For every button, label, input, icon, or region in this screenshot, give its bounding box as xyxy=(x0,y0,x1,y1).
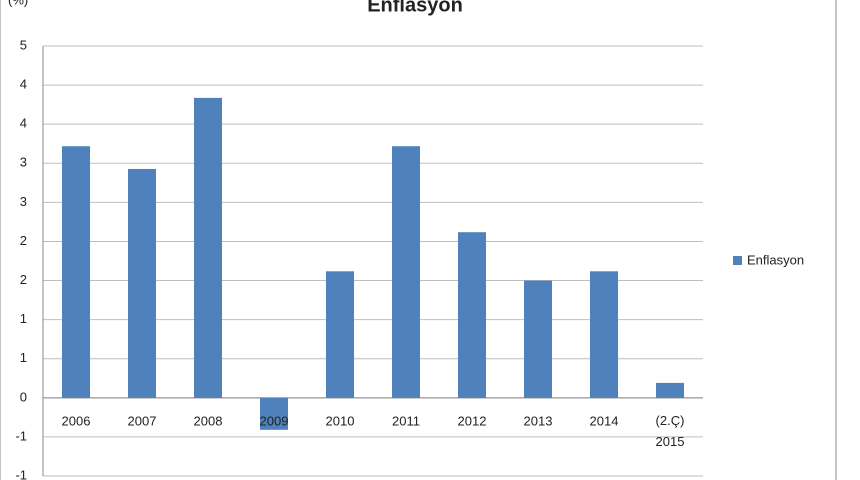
bar xyxy=(590,271,618,398)
y-tick-label: 5 xyxy=(20,37,27,52)
x-tick-label: 2014 xyxy=(590,413,619,428)
bar xyxy=(524,280,552,398)
bar xyxy=(260,397,288,430)
x-tick-label: 2011 xyxy=(392,413,420,428)
legend-swatch xyxy=(733,256,742,265)
bar xyxy=(458,232,486,398)
y-axis-label: (%) xyxy=(8,0,28,7)
chart-title: Enflasyon xyxy=(367,0,463,16)
bar xyxy=(194,97,222,398)
x-tick-label: (2.Ç) 2015 xyxy=(656,413,685,449)
y-tick-label: -1 xyxy=(15,428,27,443)
y-tick-label: 3 xyxy=(20,194,27,209)
x-tick-label-line: (2.Ç) xyxy=(656,413,685,428)
y-tick-label: 3 xyxy=(20,155,27,170)
bar xyxy=(326,271,354,398)
x-tick-label: 2008 xyxy=(194,413,223,428)
legend-label: Enflasyon xyxy=(747,252,804,267)
bar xyxy=(656,382,684,398)
y-tick-label: -1 xyxy=(15,467,27,480)
x-tick-label: 2009 xyxy=(260,413,289,428)
y-tick-label: 1 xyxy=(20,350,27,365)
y-tick-label: 2 xyxy=(20,272,27,287)
bar xyxy=(62,146,90,398)
x-tick-label: 2006 xyxy=(62,413,91,428)
y-tick-label: 4 xyxy=(20,116,27,131)
x-tick-label: 2007 xyxy=(128,413,157,428)
x-tick-label-line: 2015 xyxy=(656,434,685,449)
bar xyxy=(392,146,420,398)
y-tick-label: 1 xyxy=(20,311,27,326)
x-tick-label: 2012 xyxy=(458,413,487,428)
x-tick-label: 2010 xyxy=(326,413,355,428)
bar xyxy=(128,168,156,398)
y-tick-label: 2 xyxy=(20,233,27,248)
x-tick-label: 2013 xyxy=(524,413,553,428)
y-tick-label: 0 xyxy=(20,389,27,404)
y-tick-label: 4 xyxy=(20,77,27,92)
